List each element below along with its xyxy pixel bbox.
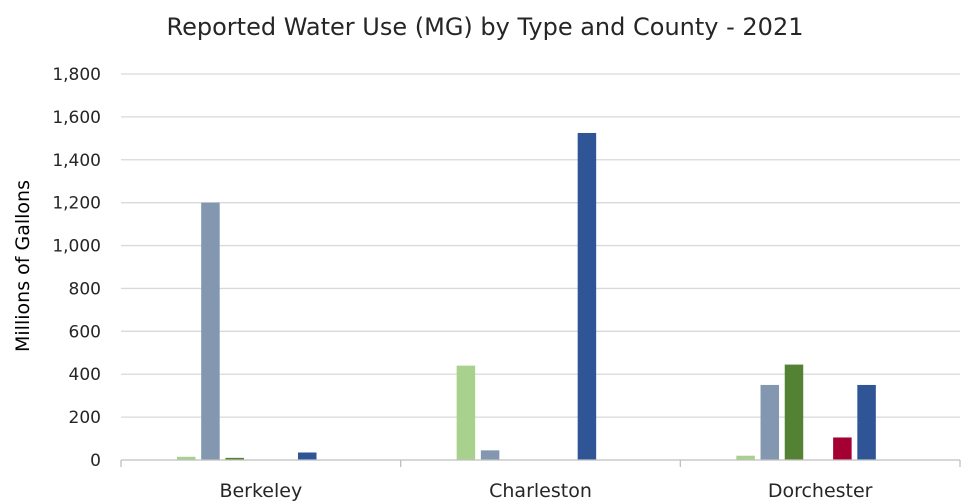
- y-tick-label: 1,200: [52, 194, 101, 214]
- bar: [480, 450, 500, 460]
- y-axis-label: Millions of Gallons: [12, 180, 34, 352]
- bar: [760, 384, 780, 460]
- y-tick-label: 0: [90, 451, 101, 471]
- bar: [577, 132, 597, 460]
- bar: [177, 456, 196, 460]
- chart-title: Reported Water Use (MG) by Type and Coun…: [167, 13, 804, 41]
- category-label: Berkeley: [219, 480, 302, 502]
- y-tick-label: 400: [69, 365, 101, 385]
- bar: [784, 364, 804, 460]
- bar: [736, 455, 755, 460]
- gridlines: [121, 73, 960, 418]
- category-label: Dorchester: [768, 480, 873, 502]
- y-tick-label: 1,800: [52, 65, 101, 85]
- bars: [177, 132, 876, 460]
- category-label: Charleston: [489, 480, 592, 502]
- y-tick-label: 600: [69, 322, 101, 342]
- bar: [833, 437, 852, 460]
- bar: [857, 384, 876, 460]
- y-tick-label: 1,400: [52, 151, 101, 171]
- x-axis: [120, 459, 961, 467]
- y-tick-label: 200: [69, 408, 101, 428]
- bar: [201, 202, 220, 460]
- y-tick-label: 1,600: [52, 108, 101, 128]
- y-tick-label: 1,000: [52, 237, 101, 257]
- bar: [456, 365, 476, 460]
- category-labels: Berkeley Charleston Dorchester: [219, 480, 872, 502]
- bar: [225, 457, 244, 460]
- y-axis-ticks: 0 200 400 600 800 1,000 1,200 1,400 1,600 1,800: [52, 65, 101, 471]
- y-tick-label: 800: [69, 279, 101, 299]
- bar: [298, 452, 317, 460]
